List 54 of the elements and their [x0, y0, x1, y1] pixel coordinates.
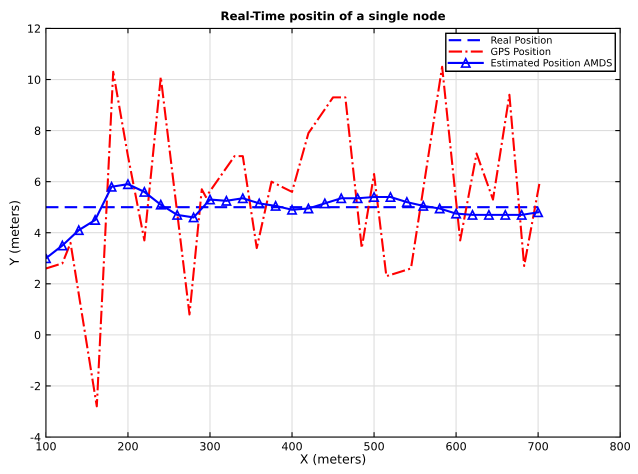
x-axis-title: X (meters) [300, 454, 366, 466]
point [402, 197, 412, 208]
point [320, 198, 330, 208]
point [516, 210, 527, 220]
point [57, 240, 68, 251]
point [287, 204, 298, 215]
x-tick-label: 400 [282, 442, 302, 450]
point [90, 214, 100, 225]
point [238, 193, 248, 204]
point [204, 194, 215, 205]
point [533, 207, 544, 218]
y-tick-label: 8 [34, 126, 40, 135]
y-tick-label: 10 [28, 75, 40, 84]
point [352, 193, 363, 204]
y-tick-label: 4 [34, 228, 40, 237]
point [467, 210, 478, 220]
point [500, 210, 510, 220]
point [418, 200, 428, 211]
point [106, 182, 117, 192]
chart-title: Real-Time positin of a single node [222, 11, 446, 23]
line-series [46, 66, 541, 408]
point [221, 196, 232, 206]
point [254, 198, 264, 208]
legend-label: Estimated Position AMDS [491, 58, 612, 66]
x-tick-label: 200 [118, 442, 138, 450]
legend-label: Real Position [491, 36, 552, 44]
point [139, 186, 150, 197]
point [172, 210, 182, 220]
point [270, 200, 281, 211]
point [336, 193, 346, 204]
x-tick-label: 800 [610, 442, 630, 450]
x-tick-label: 100 [36, 442, 56, 450]
x-tick-label: 300 [200, 442, 220, 450]
y-tick-label: -2 [30, 382, 40, 390]
y-tick-label: 2 [34, 280, 40, 288]
point [122, 179, 133, 190]
y-axis-title: Y (meters) [9, 201, 20, 266]
y-tick-label: 6 [34, 178, 40, 186]
x-tick-label: 600 [446, 442, 466, 450]
legend-label: GPS Position [491, 48, 550, 56]
y-tick-label: 0 [34, 330, 40, 340]
point [451, 208, 462, 219]
y-tick-label: 12 [28, 24, 40, 33]
x-tick-label: 500 [364, 442, 384, 450]
y-tick-label: -4 [30, 433, 40, 442]
x-tick-label: 700 [528, 442, 548, 450]
point [74, 225, 84, 236]
point [188, 212, 199, 222]
point [434, 203, 445, 214]
point [156, 200, 166, 210]
point [484, 210, 494, 220]
point [385, 192, 396, 202]
point [369, 192, 380, 202]
point [303, 203, 314, 214]
